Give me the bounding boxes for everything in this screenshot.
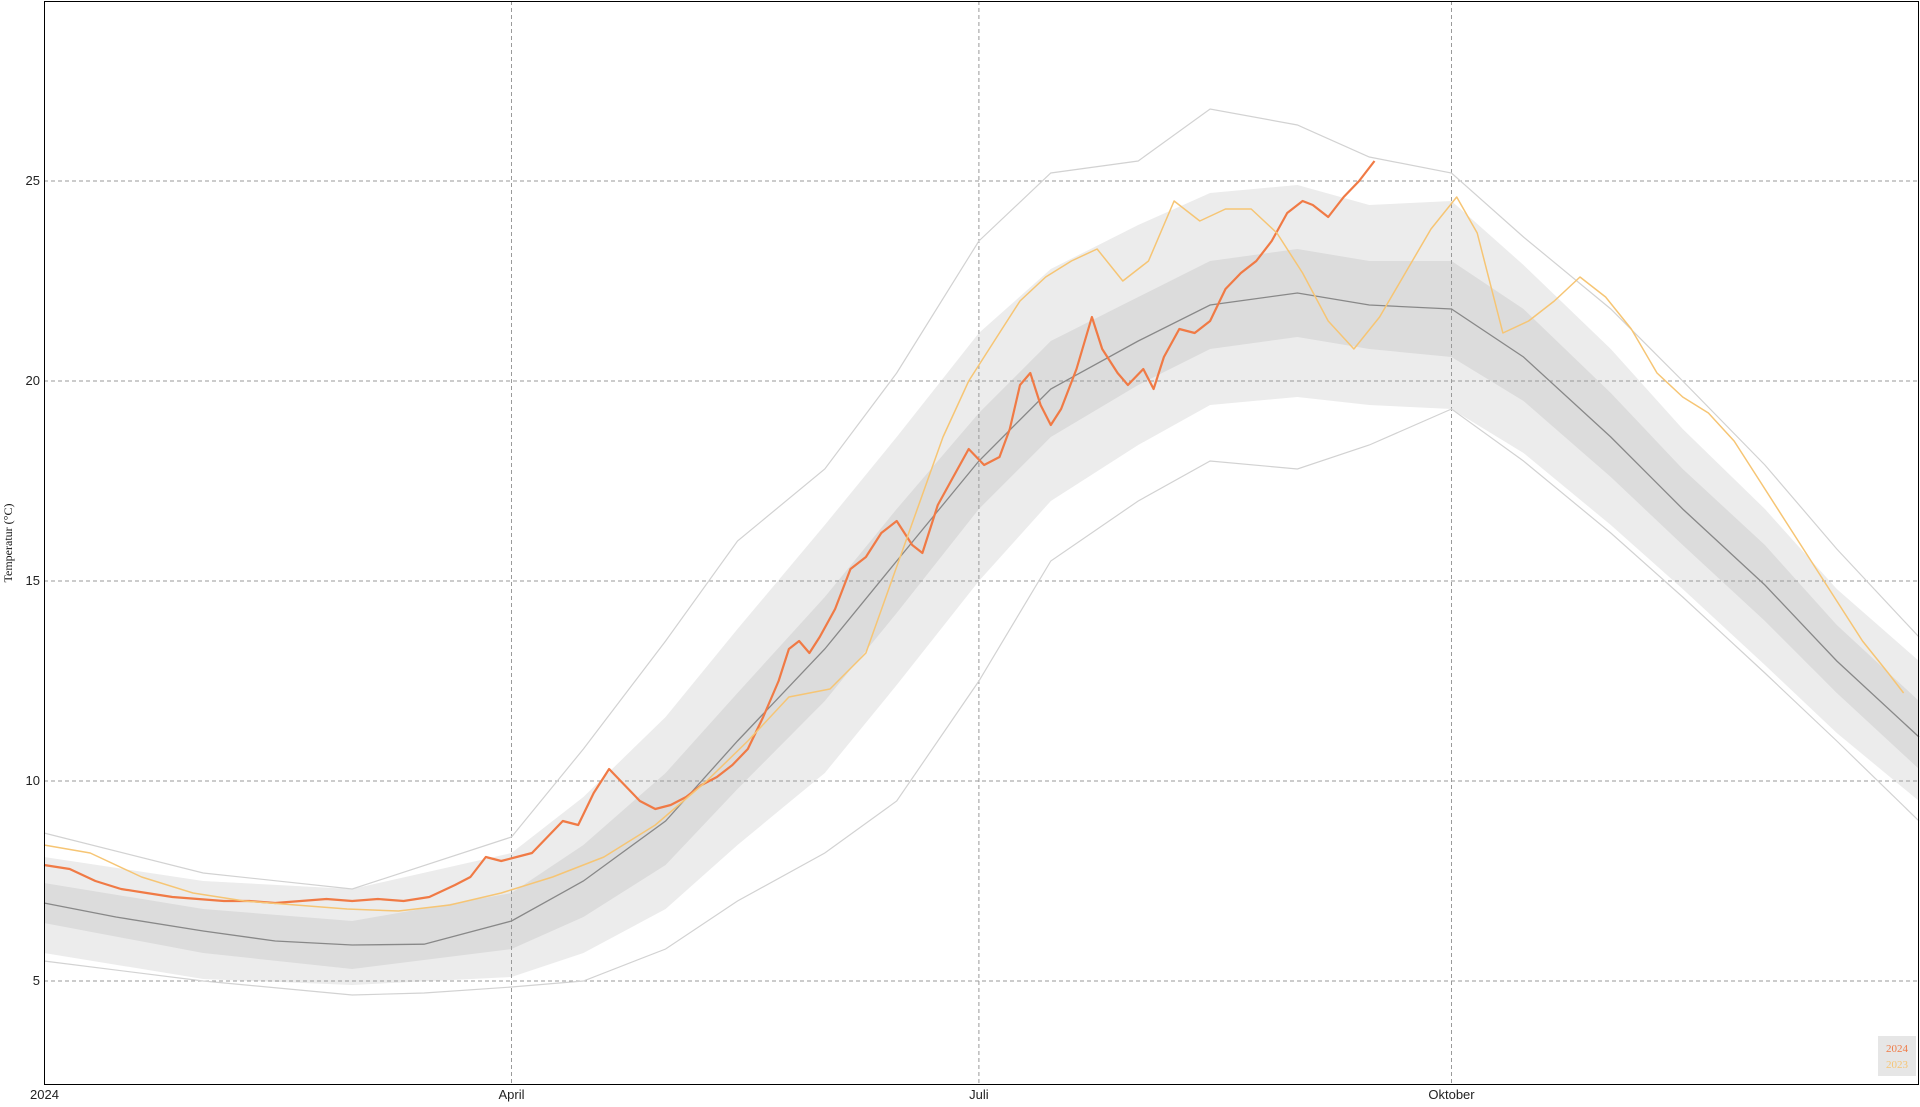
x-tick-label-juli: Juli <box>969 1087 989 1102</box>
y-tick-label-15: 15 <box>26 573 40 588</box>
record-low-line <box>43 408 1920 996</box>
series-lines <box>43 108 1920 996</box>
y-tick-label-5: 5 <box>33 973 40 988</box>
x-tick-labels: 2024 April Juli Oktober <box>30 1087 1475 1102</box>
legend-entry-2023: 2023 <box>1886 1059 1909 1071</box>
y-tick-label-20: 20 <box>26 373 40 388</box>
record-high-line <box>43 108 1920 890</box>
legend-box <box>1878 1036 1916 1076</box>
series-line-2024 <box>43 160 1376 905</box>
series-line-2023 <box>43 196 1905 912</box>
x-tick-label-oktober: Oktober <box>1428 1087 1475 1102</box>
x-tick-label-april: April <box>498 1087 524 1102</box>
y-axis-label: Temperatur (°C) <box>1 504 15 583</box>
climatology-bands <box>44 185 1919 985</box>
grid-lines <box>44 1 1919 1085</box>
y-tick-label-10: 10 <box>26 773 40 788</box>
y-tick-label-25: 25 <box>26 173 40 188</box>
plot-frame <box>44 1 1919 1085</box>
legend: 2024 2023 <box>1878 1036 1916 1076</box>
x-tick-label-2024: 2024 <box>30 1087 59 1102</box>
legend-entry-2024: 2024 <box>1886 1043 1909 1055</box>
outer-percentile-band <box>44 185 1919 985</box>
y-tick-labels: 5 10 15 20 25 <box>26 173 40 988</box>
